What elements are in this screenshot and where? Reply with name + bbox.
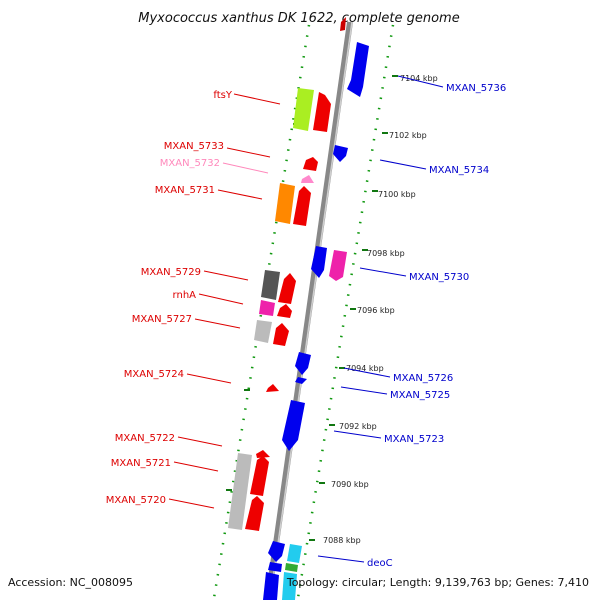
gene-arrow <box>282 400 305 451</box>
genome-summary-text: Topology: circular; Length: 9,139,763 bp… <box>286 576 589 589</box>
gene-arrow <box>254 320 272 343</box>
gene-label: MXAN_5723 <box>384 434 444 445</box>
gene-label-rnha: rnhA <box>173 290 197 301</box>
scale-label: 7098 kbp <box>367 249 405 258</box>
gene-arrow <box>287 544 302 563</box>
scale-label: 7102 kbp <box>389 131 427 140</box>
map-title: Myxococcus xanthus DK 1622, complete gen… <box>138 11 459 26</box>
gene-label: MXAN_5732 <box>160 158 220 169</box>
gene-arrow <box>273 323 289 346</box>
gene-label: MXAN_5730 <box>409 272 469 283</box>
gene-arrow <box>295 352 311 375</box>
gene-arrow <box>301 175 314 183</box>
left-label-connectors <box>168 93 281 509</box>
gene-arrow <box>295 377 307 384</box>
gene-arrow <box>268 541 285 562</box>
gene-arrow <box>282 572 297 600</box>
forward-strand-genes <box>228 88 331 531</box>
gene-arrow <box>250 456 269 496</box>
gene-arrow <box>311 246 327 278</box>
gene-label: MXAN_5724 <box>124 369 184 380</box>
right-label-connectors <box>317 75 444 563</box>
gene-arrow <box>275 183 295 224</box>
gene-label-ftsy: ftsY <box>213 90 232 101</box>
gene-label: MXAN_5725 <box>390 390 450 401</box>
gene-arrow <box>303 157 318 171</box>
gene-arrow <box>333 145 348 162</box>
gene-arrow <box>268 562 282 572</box>
gene-arrow <box>347 42 369 97</box>
gene-label: MXAN_5733 <box>164 141 224 152</box>
right-dotted-guide <box>296 24 395 599</box>
genome-backbone <box>265 21 353 600</box>
gene-label: MXAN_5729 <box>141 267 201 278</box>
right-gene-labels: MXAN_5736 MXAN_5734 MXAN_5730 MXAN_5726 … <box>367 83 506 569</box>
gene-arrow <box>261 270 280 300</box>
scale-label: 7090 kbp <box>331 480 369 489</box>
gene-arrow <box>256 450 270 458</box>
gene-arrow <box>293 186 311 226</box>
gene-label: MXAN_5727 <box>132 314 192 325</box>
scale-label: 7100 kbp <box>378 190 416 199</box>
gene-arrow <box>266 384 279 392</box>
scale-label: 7092 kbp <box>339 422 377 431</box>
gene-label: MXAN_5722 <box>115 433 175 444</box>
accession-text: Accession: NC_008095 <box>8 576 133 589</box>
gene-arrow <box>228 453 252 530</box>
gene-arrow <box>259 300 275 316</box>
gene-label: MXAN_5734 <box>429 165 489 176</box>
genome-backbone-highlight <box>269 21 353 600</box>
gene-arrow <box>285 563 298 572</box>
scale-labels: 7104 kbp 7102 kbp 7100 kbp 7098 kbp 7096… <box>323 74 438 545</box>
gene-arrow <box>277 304 292 318</box>
gene-arrow <box>263 572 279 600</box>
gene-arrow <box>293 88 314 131</box>
gene-label: MXAN_5720 <box>106 495 166 506</box>
gene-label: MXAN_5736 <box>446 83 506 94</box>
gene-label: MXAN_5731 <box>155 185 215 196</box>
scale-label: 7088 kbp <box>323 536 361 545</box>
gene-arrow <box>278 273 296 304</box>
scale-label: 7094 kbp <box>346 364 384 373</box>
gene-arrow <box>313 92 331 132</box>
gene-arrow <box>340 17 346 31</box>
left-gene-labels: ftsY MXAN_5733 MXAN_5732 MXAN_5731 MXAN_… <box>106 90 233 506</box>
scale-label: 7096 kbp <box>357 306 395 315</box>
gene-label: MXAN_5721 <box>111 458 171 469</box>
scale-label: 7104 kbp <box>400 74 438 83</box>
left-dotted-guide <box>212 24 311 599</box>
gene-label: MXAN_5726 <box>393 373 453 384</box>
gene-label-deoc: deoC <box>367 558 393 569</box>
gene-arrow <box>329 250 347 281</box>
reverse-strand-genes <box>263 17 369 600</box>
gene-arrow <box>245 496 264 531</box>
